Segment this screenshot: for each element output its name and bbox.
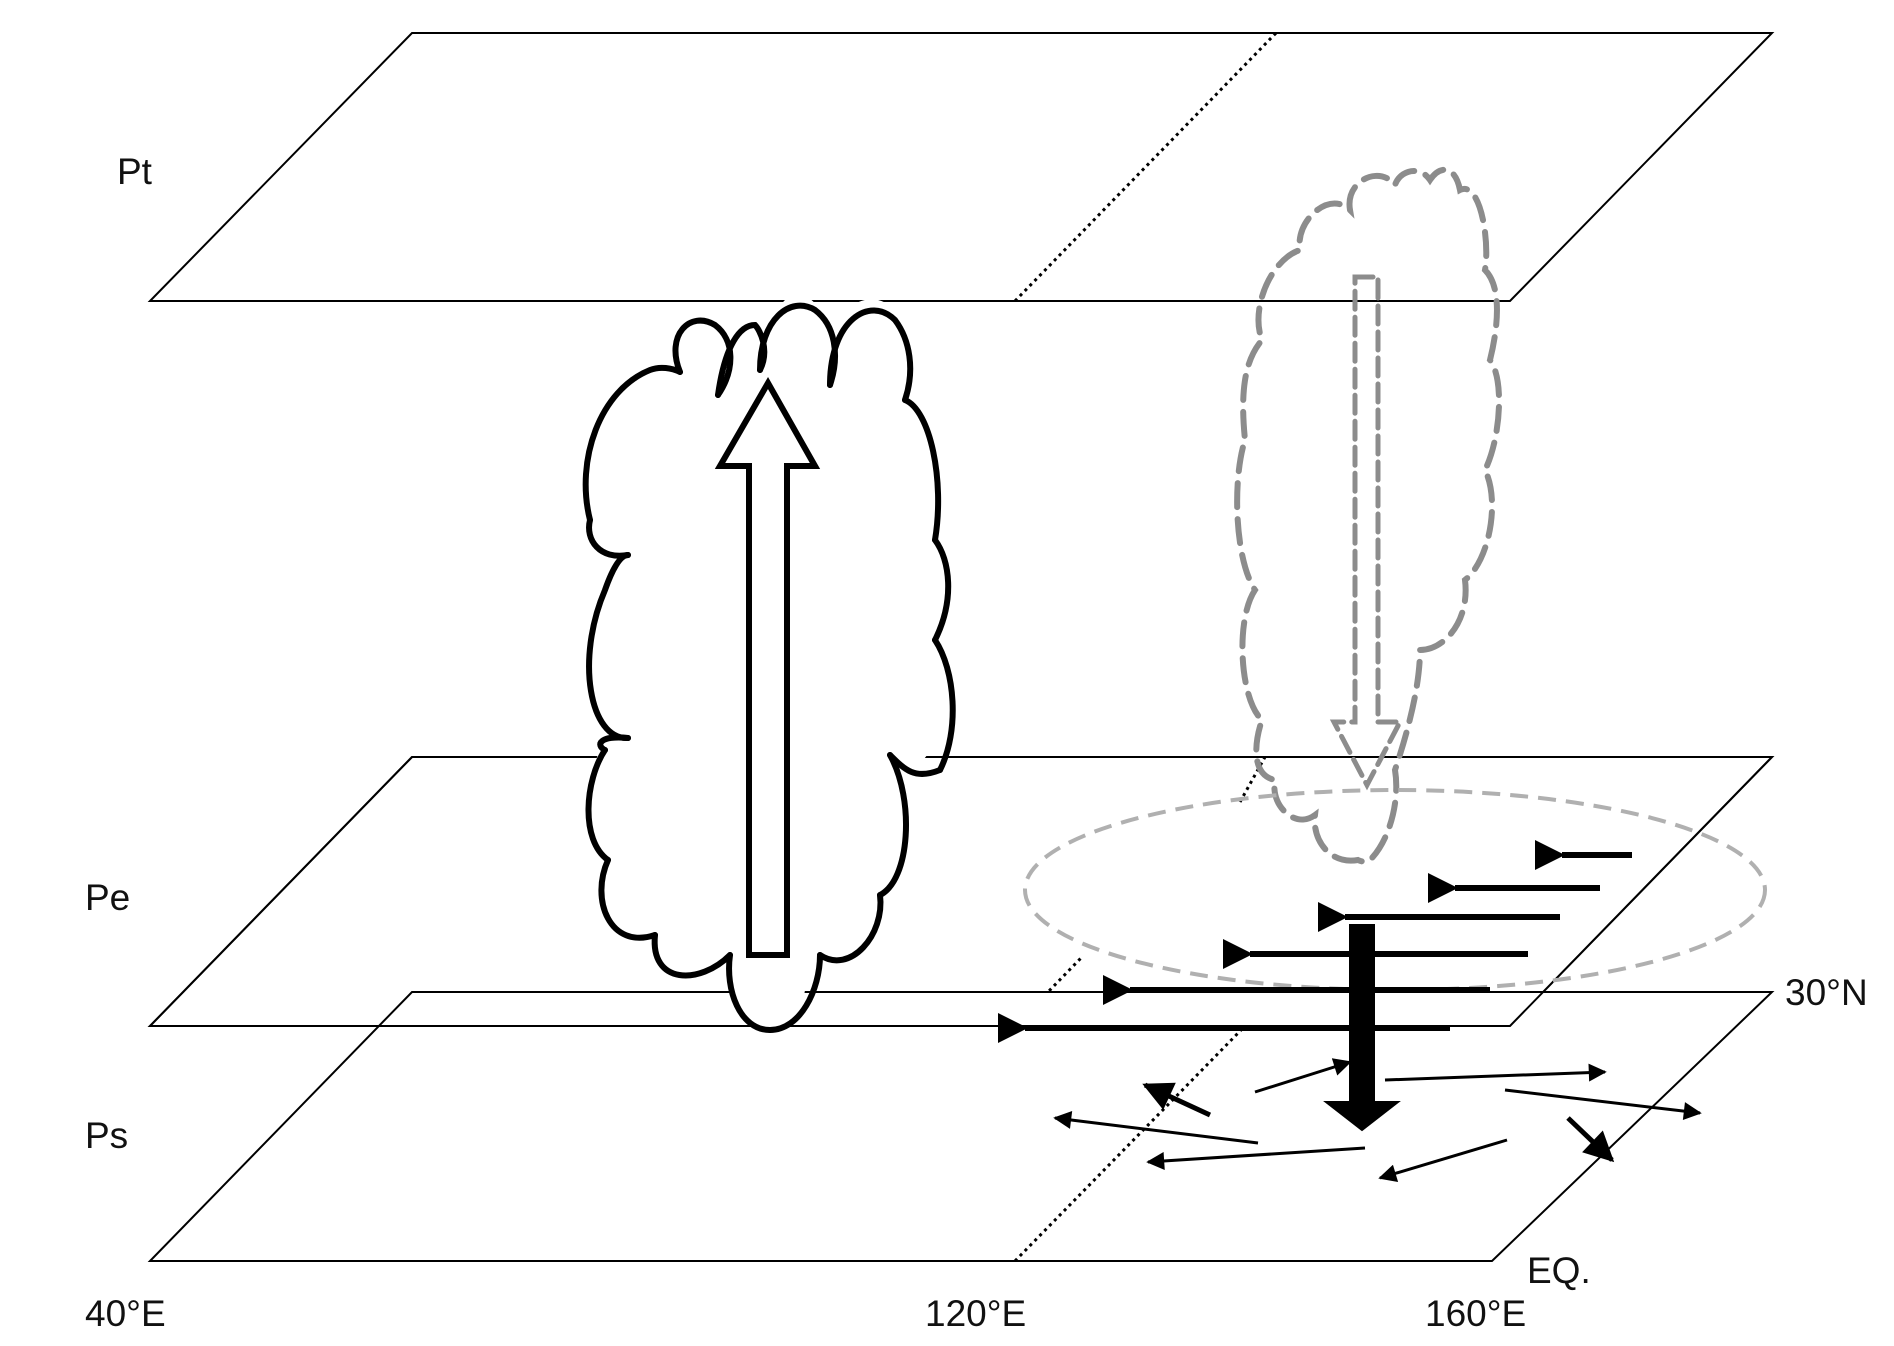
lon-label-160e: 160°E <box>1425 1293 1526 1334</box>
lon-label-120e: 120°E <box>925 1293 1026 1334</box>
ascending-cloud <box>582 294 956 1033</box>
descending-cloud <box>1234 166 1502 865</box>
top-plane <box>147 31 1775 303</box>
surface-divergence-arrows <box>1053 1058 1702 1182</box>
level-label-pt: Pt <box>117 151 153 192</box>
level-label-pe: Pe <box>85 877 130 918</box>
surface-plane <box>147 991 1775 1263</box>
ascending-arrow <box>714 376 821 958</box>
lon-label-40e: 40°E <box>85 1293 166 1334</box>
middle-plane <box>147 756 1775 1028</box>
descending-arrow <box>1329 274 1405 791</box>
subsidence-arrow <box>1323 924 1401 1132</box>
lat-label-eq: EQ. <box>1527 1250 1591 1291</box>
lat-label-30n: 30°N <box>1785 972 1868 1013</box>
easterly-wind-arrows <box>998 840 1632 1043</box>
surface-plane-120e-dotted-line <box>1013 1024 1247 1263</box>
level-label-ps: Ps <box>85 1115 128 1156</box>
